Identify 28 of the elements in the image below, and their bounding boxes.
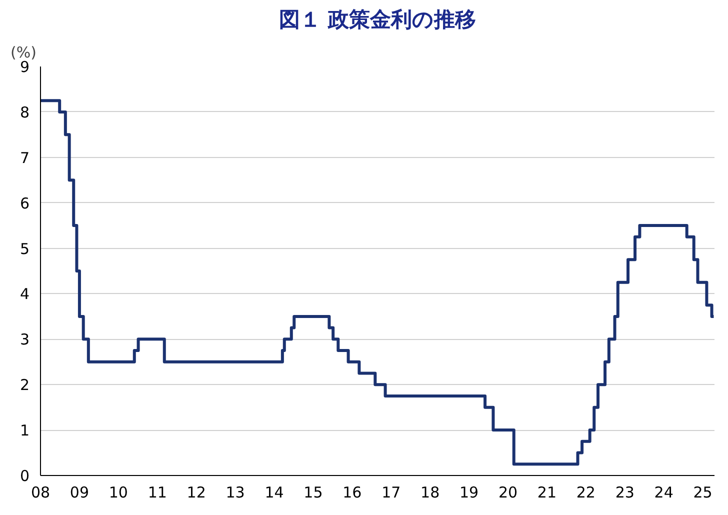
- y-tick-label: 3: [20, 330, 30, 349]
- x-tick-label: 21: [537, 484, 557, 502]
- y-tick-label: 0: [20, 467, 30, 485]
- x-tick-label: 18: [420, 484, 440, 502]
- x-tick-label: 14: [264, 484, 284, 502]
- x-tick-label: 08: [30, 484, 50, 502]
- x-tick-label: 11: [148, 484, 167, 502]
- y-tick-label: 8: [20, 103, 30, 122]
- x-tick-label: 24: [654, 484, 674, 502]
- x-tick-label: 23: [615, 484, 634, 502]
- chart-title: 図１ 政策金利の推移: [278, 8, 476, 32]
- y-tick-label: 2: [20, 376, 30, 394]
- x-tick-label: 10: [108, 484, 128, 502]
- x-tick-label: 25: [693, 484, 712, 502]
- y-tick-label: 4: [20, 285, 30, 304]
- x-tick-label: 20: [498, 484, 518, 502]
- y-tick-label: 5: [20, 240, 30, 258]
- x-tick-label: 15: [304, 484, 323, 502]
- x-tick-label: 16: [342, 484, 362, 502]
- x-tick-label: 09: [70, 484, 90, 502]
- x-tick-label: 19: [460, 484, 479, 502]
- y-tick-label: 7: [20, 148, 30, 167]
- x-tick-label: 12: [186, 484, 206, 502]
- x-tick-label: 22: [576, 484, 596, 502]
- x-tick-label: 17: [382, 484, 401, 502]
- x-tick-label: 13: [226, 484, 245, 502]
- y-tick-label: 6: [20, 194, 30, 212]
- y-tick-label: 1: [20, 422, 30, 440]
